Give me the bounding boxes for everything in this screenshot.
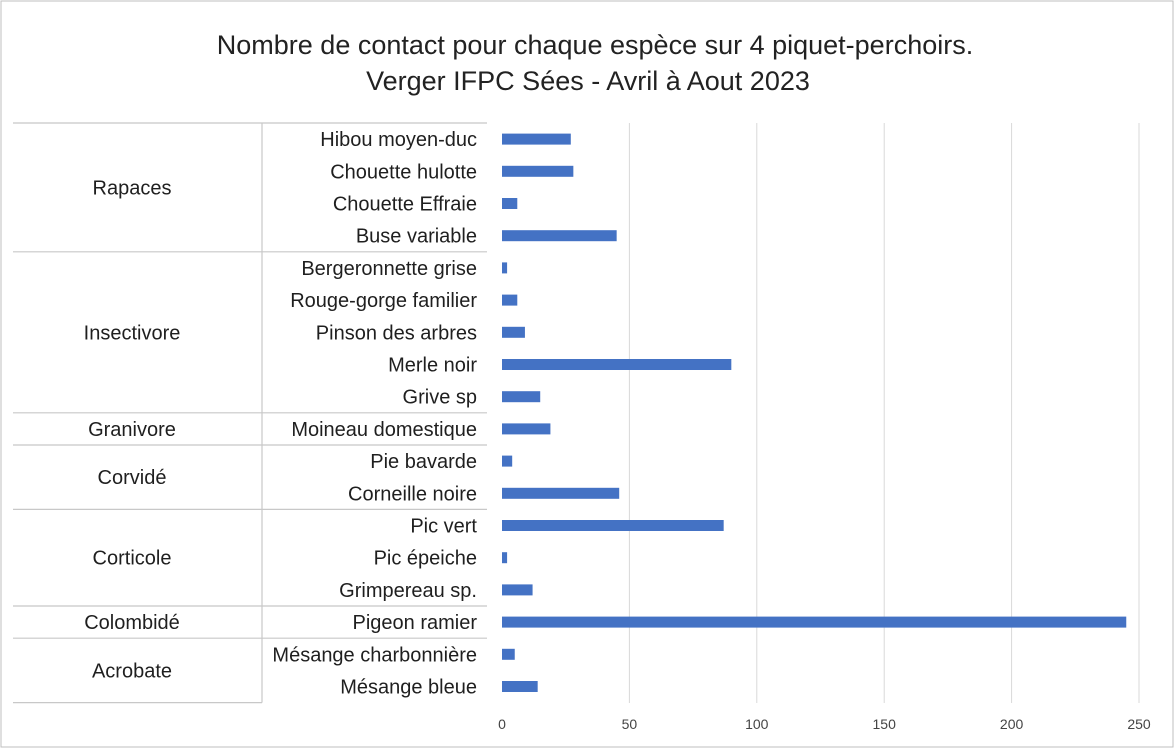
bar bbox=[502, 391, 541, 403]
x-tick-label: 50 bbox=[622, 716, 638, 732]
species-label: Pinson des arbres bbox=[316, 322, 477, 344]
species-label: Hibou moyen-duc bbox=[320, 129, 477, 151]
x-tick-labels: 0 50 100 150 200 250 bbox=[498, 716, 1151, 732]
species-labels: Hibou moyen-duc Chouette hulotte Chouette … bbox=[272, 129, 477, 698]
bar bbox=[502, 165, 574, 177]
species-label: Merle noir bbox=[388, 355, 477, 377]
bar bbox=[502, 133, 571, 145]
species-label: Chouette Effraie bbox=[333, 194, 477, 216]
bar bbox=[502, 455, 513, 467]
species-label: Bergeronnette grise bbox=[301, 258, 477, 280]
gridlines bbox=[628, 123, 1140, 703]
bar bbox=[502, 423, 551, 435]
species-label: Pic épeiche bbox=[374, 548, 477, 570]
bar bbox=[502, 681, 538, 692]
group-labels: Rapaces Insectivore Granivore Corvidé Cortic… bbox=[84, 177, 181, 682]
species-label: Rouge-gorge familier bbox=[290, 290, 477, 312]
group-label: Rapaces bbox=[93, 177, 172, 199]
x-tick-label: 250 bbox=[1127, 716, 1151, 732]
chart-subtitle: Verger IFPC Sées - Avril à Aout 2023 bbox=[366, 66, 810, 96]
group-label: Colombidé bbox=[84, 612, 180, 634]
species-label: Corneille noire bbox=[348, 483, 477, 505]
bar bbox=[502, 552, 508, 564]
species-label: Moineau domestique bbox=[291, 419, 477, 441]
species-label: Grimpereau sp. bbox=[339, 580, 477, 602]
x-tick-label: 150 bbox=[873, 716, 897, 732]
species-label: Mésange bleue bbox=[340, 677, 477, 699]
species-label: Pie bavarde bbox=[370, 451, 477, 473]
species-label: Chouette hulotte bbox=[330, 161, 477, 183]
chart-title: Nombre de contact pour chaque espèce sur… bbox=[217, 30, 973, 60]
bar bbox=[502, 359, 732, 370]
bar bbox=[502, 294, 518, 306]
bar bbox=[502, 198, 518, 209]
group-separators bbox=[13, 122, 487, 704]
species-label: Pigeon ramier bbox=[352, 612, 477, 634]
bar bbox=[502, 520, 724, 531]
bar bbox=[502, 326, 525, 338]
bar bbox=[502, 616, 1127, 628]
x-tick-label: 0 bbox=[498, 716, 506, 732]
group-label: Granivore bbox=[88, 419, 176, 441]
group-label: Corvidé bbox=[98, 467, 167, 489]
bars bbox=[502, 133, 1127, 692]
species-label: Grive sp bbox=[403, 387, 477, 409]
x-tick-label: 100 bbox=[745, 716, 769, 732]
bar bbox=[502, 262, 508, 274]
bar bbox=[502, 487, 620, 499]
x-tick-label: 200 bbox=[1000, 716, 1024, 732]
group-label: Acrobate bbox=[92, 660, 172, 682]
species-label: Buse variable bbox=[356, 226, 477, 248]
species-label: Mésange charbonnière bbox=[272, 644, 477, 666]
bar bbox=[502, 584, 533, 596]
bar bbox=[502, 230, 617, 242]
bar bbox=[502, 648, 515, 660]
group-label: Insectivore bbox=[84, 322, 181, 344]
species-label: Pic vert bbox=[410, 516, 477, 538]
group-label: Corticole bbox=[93, 548, 172, 570]
